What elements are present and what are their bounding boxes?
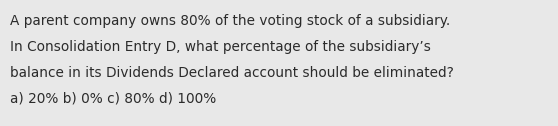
Text: balance in its Dividends Declared account should be eliminated?: balance in its Dividends Declared accoun… — [10, 66, 454, 80]
Text: A parent company owns 80% of the voting stock of a subsidiary.: A parent company owns 80% of the voting … — [10, 14, 450, 28]
Text: In Consolidation Entry D, what percentage of the subsidiary’s: In Consolidation Entry D, what percentag… — [10, 40, 431, 54]
Text: a) 20% b) 0% c) 80% d) 100%: a) 20% b) 0% c) 80% d) 100% — [10, 92, 217, 106]
